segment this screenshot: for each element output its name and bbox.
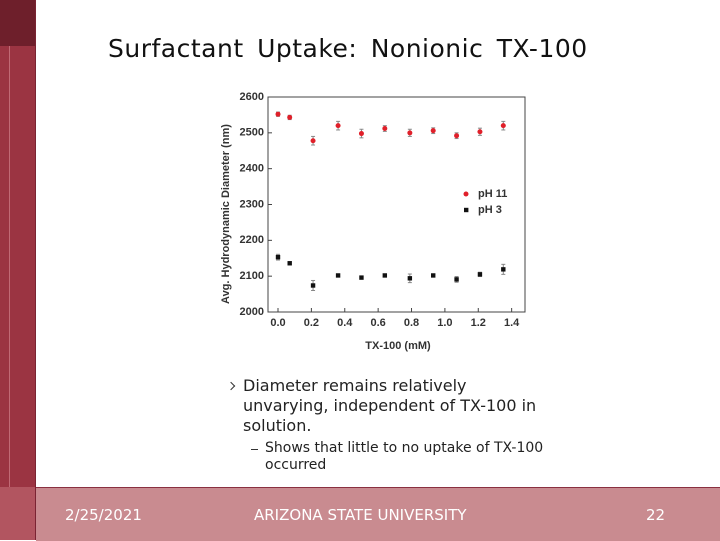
point <box>382 126 388 132</box>
side-strip <box>0 0 35 540</box>
y-axis-label: Avg. Hydrodynamic Diameter (nm) <box>220 124 232 304</box>
x-tick-label: 1.4 <box>504 317 520 329</box>
legend-marker <box>464 207 469 213</box>
side-block <box>0 0 35 46</box>
point <box>430 128 436 134</box>
chart: TX-100 (mM) Avg. Hydrodynamic Diameter (… <box>220 91 526 352</box>
point <box>358 131 364 137</box>
point <box>431 273 436 278</box>
point <box>454 277 459 282</box>
x-axis-label: TX-100 (mM) <box>365 340 431 352</box>
sub-bullet-marker <box>251 449 258 450</box>
bullet-marker <box>226 381 236 391</box>
x-tick-label: 1.2 <box>471 317 486 329</box>
point <box>500 123 506 129</box>
y-tick-label: 2500 <box>240 127 264 139</box>
legend-label: pH 11 <box>478 188 507 200</box>
bullet: Diameter remains relatively unvarying, i… <box>243 376 537 435</box>
point <box>275 111 281 117</box>
point <box>407 130 413 136</box>
footer-org: ARIZONA STATE UNIVERSITY <box>254 506 467 524</box>
side-edge <box>35 0 36 540</box>
point <box>477 129 483 135</box>
side-line <box>9 46 10 540</box>
footer <box>36 487 720 541</box>
point <box>310 138 316 144</box>
point <box>477 272 483 277</box>
point <box>359 275 364 280</box>
point <box>335 273 341 278</box>
x-tick-label: 0.2 <box>304 317 319 329</box>
y-tick-label: 2200 <box>240 234 264 246</box>
point <box>407 276 413 281</box>
point <box>501 267 506 272</box>
y-tick-label: 2100 <box>240 270 264 282</box>
sub-bullet: Shows that little to no uptake of TX-100… <box>265 440 544 473</box>
footer-date: 2/25/2021 <box>65 506 142 524</box>
point <box>310 283 316 288</box>
y-tick-label: 2000 <box>240 306 264 318</box>
point <box>287 261 292 266</box>
point <box>454 133 460 139</box>
side-foot <box>0 487 35 540</box>
x-tick-label: 0.8 <box>404 317 419 329</box>
x-tick-label: 0.4 <box>337 317 353 329</box>
y-tick-label: 2600 <box>240 91 264 103</box>
point <box>275 254 281 260</box>
footer-page: 22 <box>646 506 666 524</box>
x-tick-label: 0.0 <box>270 317 285 329</box>
y-tick-label: 2300 <box>240 198 264 210</box>
x-tick-label: 0.6 <box>370 317 385 329</box>
legend-marker <box>463 191 469 197</box>
legend-label: pH 3 <box>478 204 502 216</box>
y-tick-label: 2400 <box>240 163 264 175</box>
point <box>382 273 388 278</box>
slide-title: Surfactant Uptake: Nonionic TX-100 <box>108 34 588 63</box>
point <box>335 123 341 129</box>
x-tick-label: 1.0 <box>437 317 452 329</box>
point <box>287 114 293 120</box>
